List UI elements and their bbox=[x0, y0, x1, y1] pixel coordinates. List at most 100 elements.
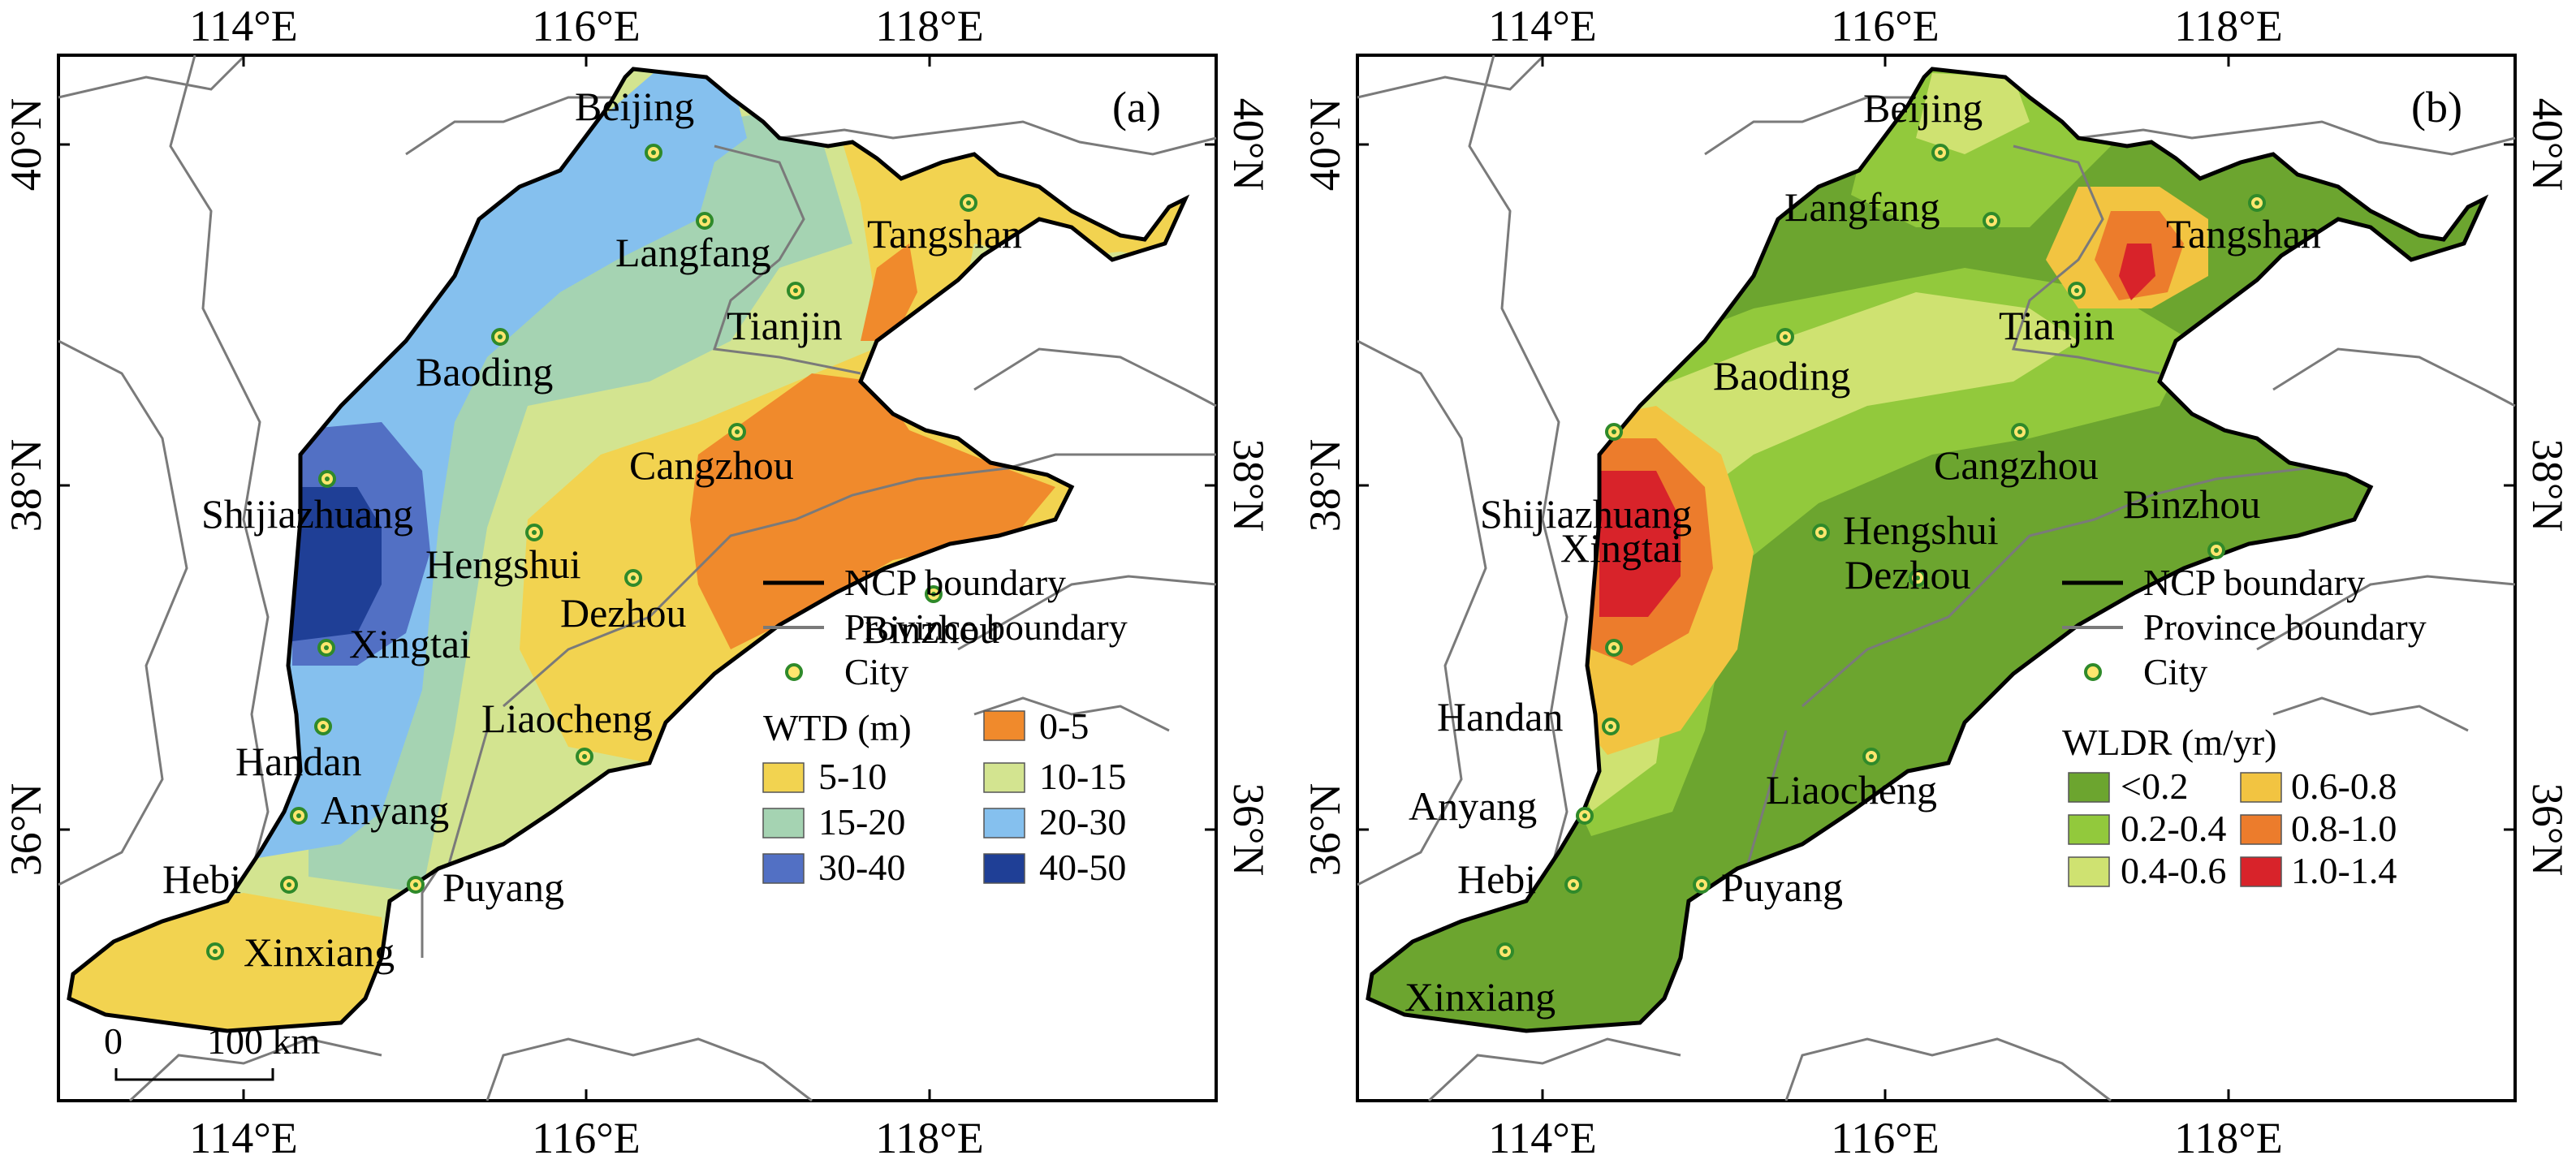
city-handan: Handan bbox=[235, 718, 362, 784]
svg-text:Binzhou: Binzhou bbox=[862, 606, 999, 652]
svg-text:15-20: 15-20 bbox=[818, 801, 905, 843]
svg-text:Hengshui: Hengshui bbox=[1843, 507, 1999, 553]
lon-ticks-b: 114°E 116°E 118°E 114°E 116°E 118°E bbox=[1488, 2, 2283, 1162]
city-langfang: Langfang bbox=[615, 212, 771, 275]
svg-text:118°E: 118°E bbox=[2174, 1114, 2283, 1162]
svg-text:Xinxiang: Xinxiang bbox=[1405, 974, 1556, 1020]
city-cangzhou: Cangzhou bbox=[1934, 423, 2099, 488]
legend-ncp-label: NCP boundary bbox=[844, 562, 1066, 603]
wldr-zone-1.0-1.4-tj bbox=[2119, 244, 2155, 300]
lon-ticks-a: 114°E 116°E 118°E 114°E 116°E 118°E bbox=[189, 2, 984, 1162]
panel-b-wldr-map: (b) Beijing Langfang Tangshan Tianjin Ba… bbox=[1301, 2, 2572, 1162]
city-dezhou: Dezhou bbox=[1845, 552, 1971, 597]
city-hebi: Hebi bbox=[1457, 856, 1582, 902]
city-liaocheng: Liaocheng bbox=[481, 696, 653, 765]
legend-swatch-20-30 bbox=[983, 808, 1025, 839]
svg-text:Puyang: Puyang bbox=[442, 864, 564, 910]
svg-text:38°N: 38°N bbox=[1224, 439, 1273, 532]
svg-text:114°E: 114°E bbox=[189, 2, 298, 50]
city-langfang: Langfang bbox=[1784, 184, 2000, 230]
svg-text:114°E: 114°E bbox=[1488, 2, 1597, 50]
svg-text:Cangzhou: Cangzhou bbox=[629, 442, 794, 488]
svg-text:38°N: 38°N bbox=[2, 439, 50, 532]
svg-text:116°E: 116°E bbox=[1831, 2, 1940, 50]
city-anyang: Anyang bbox=[290, 787, 449, 833]
wldr-zone-0.4-0.6 bbox=[1567, 292, 2078, 812]
legend-title: WTD (m) bbox=[763, 707, 912, 748]
svg-text:0.4-0.6: 0.4-0.6 bbox=[2121, 850, 2226, 891]
city-hengshui: Hengshui bbox=[425, 524, 581, 587]
city-beijing: Beijing bbox=[1863, 85, 1983, 162]
svg-text:38°N: 38°N bbox=[2523, 439, 2572, 532]
svg-text:10-15: 10-15 bbox=[1039, 756, 1126, 797]
svg-text:Xinxiang: Xinxiang bbox=[244, 929, 395, 975]
svg-text:Xingtai: Xingtai bbox=[1560, 525, 1682, 571]
svg-text:0.6-0.8: 0.6-0.8 bbox=[2291, 765, 2397, 807]
svg-text:118°E: 118°E bbox=[875, 1114, 984, 1162]
legend-city-label: City bbox=[844, 651, 908, 692]
svg-text:Dezhou: Dezhou bbox=[560, 590, 687, 636]
city-beijing: Beijing bbox=[575, 84, 694, 162]
svg-text:36°N: 36°N bbox=[1224, 783, 1273, 877]
svg-text:114°E: 114°E bbox=[189, 1114, 298, 1162]
panel-a-wtd-map: (a) Beijing Langfang Tangshan Tianjin Ba… bbox=[2, 2, 1273, 1162]
legend-swatch-0.2-0.4 bbox=[2068, 814, 2110, 845]
svg-text:118°E: 118°E bbox=[2174, 2, 2283, 50]
legend-city-marker bbox=[2084, 663, 2102, 681]
svg-text:0: 0 bbox=[104, 1020, 123, 1062]
svg-text:Baoding: Baoding bbox=[416, 349, 553, 394]
legend-province-label: Province boundary bbox=[2143, 606, 2427, 648]
svg-text:36°N: 36°N bbox=[1301, 783, 1349, 877]
city-tangshan: Tangshan bbox=[867, 194, 1022, 257]
svg-text:0.8-1.0: 0.8-1.0 bbox=[2291, 808, 2397, 849]
city-xingtai: Xingtai bbox=[317, 621, 471, 666]
scale-bar: 0 100 km bbox=[104, 1020, 321, 1081]
legend-city-marker bbox=[785, 663, 803, 681]
city-cangzhou: Cangzhou bbox=[629, 423, 794, 488]
svg-text:Langfang: Langfang bbox=[615, 230, 771, 275]
svg-text:Binzhou: Binzhou bbox=[2123, 481, 2260, 527]
city-puyang: Puyang bbox=[407, 864, 564, 910]
legend-swatch-1.0-1.4 bbox=[2240, 856, 2282, 887]
city-handan: Handan bbox=[1437, 694, 1620, 739]
svg-text:100 km: 100 km bbox=[207, 1020, 321, 1062]
svg-text:36°N: 36°N bbox=[2523, 783, 2572, 877]
svg-text:Shijiazhuang: Shijiazhuang bbox=[201, 491, 413, 537]
city-shijiazhuang: Shijiazhuang bbox=[1480, 423, 1692, 537]
city-shijiazhuang: Shijiazhuang bbox=[201, 470, 413, 537]
svg-text:116°E: 116°E bbox=[532, 1114, 641, 1162]
legend-swatch-0-5 bbox=[983, 710, 1025, 741]
city-xinxiang: Xinxiang bbox=[206, 929, 395, 975]
svg-text:Tianjin: Tianjin bbox=[727, 303, 843, 348]
svg-text:Puyang: Puyang bbox=[1721, 864, 1843, 910]
svg-text:114°E: 114°E bbox=[1488, 1114, 1597, 1162]
city-markers: Beijing Langfang Tangshan Tianjin Baodin… bbox=[1405, 85, 2321, 1020]
legend-swatch-40-50 bbox=[983, 853, 1025, 884]
svg-text:116°E: 116°E bbox=[532, 2, 641, 50]
svg-text:Tangshan: Tangshan bbox=[2166, 211, 2321, 257]
legend-swatch-30-40 bbox=[762, 853, 805, 884]
city-markers: Beijing Langfang Tangshan Tianjin Baodin… bbox=[162, 84, 1022, 975]
city-binzhou: Binzhou bbox=[862, 585, 999, 652]
city-tianjin: Tianjin bbox=[727, 282, 843, 348]
legend-title: WLDR (m/yr) bbox=[2062, 722, 2276, 763]
legend-b: NCP boundary Province boundary City WLDR… bbox=[2062, 562, 2427, 891]
svg-text:Liaocheng: Liaocheng bbox=[481, 696, 653, 741]
city-hebi: Hebi bbox=[162, 856, 298, 902]
svg-text:Liaocheng: Liaocheng bbox=[1766, 767, 1937, 813]
city-baoding: Baoding bbox=[1713, 328, 1850, 399]
svg-text:30-40: 30-40 bbox=[818, 847, 905, 888]
svg-text:Hebi: Hebi bbox=[1457, 856, 1536, 902]
panel-label: (b) bbox=[2411, 83, 2462, 131]
svg-text:Tangshan: Tangshan bbox=[867, 211, 1022, 257]
svg-text:40°N: 40°N bbox=[1301, 98, 1349, 192]
svg-text:Beijing: Beijing bbox=[1863, 85, 1983, 131]
legend-city-label: City bbox=[2143, 651, 2207, 692]
svg-text:<0.2: <0.2 bbox=[2121, 765, 2188, 807]
province-boundaries bbox=[1357, 54, 2516, 1102]
svg-text:Shijiazhuang: Shijiazhuang bbox=[1480, 491, 1692, 537]
city-baoding: Baoding bbox=[416, 328, 553, 394]
svg-text:Beijing: Beijing bbox=[575, 84, 694, 129]
city-tangshan: Tangshan bbox=[2166, 194, 2321, 257]
